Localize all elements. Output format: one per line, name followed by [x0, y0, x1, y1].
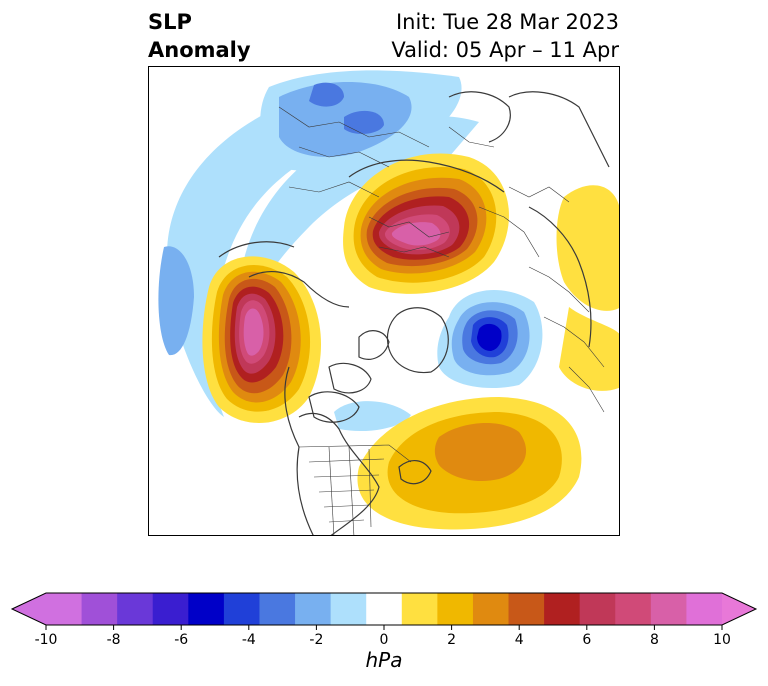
colorbar-segment — [295, 593, 332, 625]
colorbar: -10 -8 -6 -4 -2 0 2 4 6 8 10 hPa — [10, 592, 758, 672]
colorbar-tick-label: -4 — [242, 632, 256, 648]
colorbar-segment — [188, 593, 225, 625]
colorbar-tick-label: 8 — [650, 632, 659, 648]
colorbar-segment — [152, 593, 189, 625]
colorbar-segments — [10, 592, 758, 626]
colorbar-segment — [472, 593, 510, 625]
colorbar-tick-label: -6 — [174, 632, 188, 648]
colorbar-segment — [615, 593, 652, 625]
colorbar-segment — [579, 593, 616, 625]
colorbar-segment — [46, 593, 83, 625]
colorbar-extend-low — [12, 593, 46, 625]
eurasia-high-contours — [343, 153, 509, 294]
colorbar-segment — [544, 593, 581, 625]
map-svg — [158, 70, 619, 535]
colorbar-segment — [223, 593, 260, 625]
coastlines — [218, 91, 610, 535]
greenland-low-contours — [437, 290, 543, 388]
colorbar-extend-high — [722, 593, 756, 625]
colorbar-segment — [508, 593, 545, 625]
variable-qualifier: Anomaly — [148, 38, 251, 62]
alaska-high-contours — [202, 256, 321, 424]
chart-title-left: SLP Anomaly — [148, 8, 251, 64]
colorbar-ticks: -10 -8 -6 -4 -2 0 2 4 6 8 10 — [35, 625, 731, 648]
colorbar-segment — [366, 593, 403, 625]
valid-range: Valid: 05 Apr – 11 Apr — [391, 38, 619, 62]
colorbar-segment — [686, 593, 723, 625]
colorbar-tick-label: 4 — [515, 632, 524, 648]
atlantic-high-contours — [357, 185, 619, 530]
colorbar-unit-label: hPa — [366, 648, 403, 672]
political-borders — [278, 106, 605, 535]
colorbar-segment — [81, 593, 118, 625]
colorbar-tick-label: -8 — [107, 632, 121, 648]
chart-title-right: Init: Tue 28 Mar 2023 Valid: 05 Apr – 11… — [391, 8, 619, 64]
colorbar-segment — [259, 593, 296, 625]
colorbar-segment — [401, 593, 438, 625]
colorbar-tick-label: -2 — [309, 632, 323, 648]
init-date: Init: Tue 28 Mar 2023 — [395, 10, 619, 34]
colorbar-segment — [650, 593, 687, 625]
colorbar-segment — [330, 593, 367, 625]
anomaly-map — [148, 66, 620, 536]
colorbar-tick-label: -10 — [35, 632, 58, 648]
colorbar-segment — [117, 593, 154, 625]
colorbar-segment — [437, 593, 474, 625]
variable-name: SLP — [148, 10, 192, 34]
colorbar-tick-label: 2 — [447, 632, 456, 648]
colorbar-tick-label: 6 — [582, 632, 591, 648]
colorbar-tick-label: 10 — [713, 632, 731, 648]
colorbar-tick-label: 0 — [380, 632, 389, 648]
